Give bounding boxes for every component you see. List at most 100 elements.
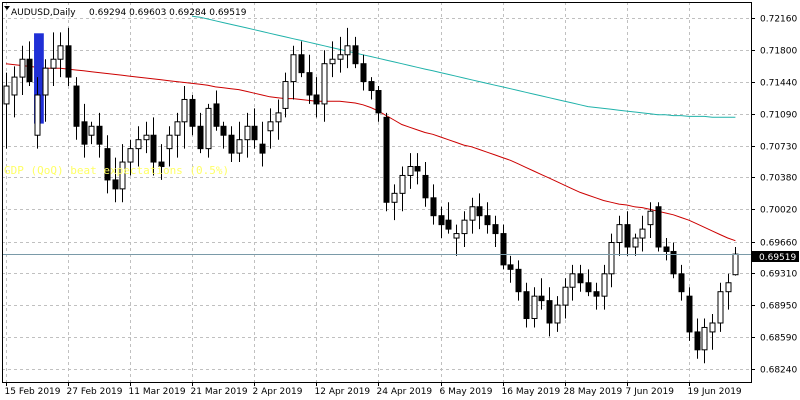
candle-body-bull xyxy=(407,166,414,176)
y-tick-label: 0.71090 xyxy=(760,111,797,121)
ma-slow-line xyxy=(192,15,736,118)
candle xyxy=(461,211,468,247)
candle-body-bull xyxy=(57,45,64,60)
candle-body-bear xyxy=(492,224,499,235)
candle-body-bear xyxy=(251,125,258,141)
candle-body-bear xyxy=(538,295,545,302)
candle xyxy=(709,314,716,350)
plot-frame xyxy=(2,2,752,383)
candle xyxy=(639,215,646,252)
candle xyxy=(438,206,445,239)
candle-body-bull xyxy=(391,192,398,203)
candle-body-bull xyxy=(701,326,708,351)
candle xyxy=(127,139,134,176)
candle xyxy=(135,126,142,167)
candle xyxy=(515,260,522,301)
candle-body-bear xyxy=(507,264,514,270)
candle-body-bear xyxy=(298,54,305,74)
candle xyxy=(34,77,41,149)
candle-body-bull xyxy=(166,134,173,150)
candle xyxy=(143,121,150,154)
candle xyxy=(352,36,359,69)
y-tick-label: 0.68950 xyxy=(760,302,797,312)
y-tick-label: 0.70730 xyxy=(760,143,797,153)
candle xyxy=(275,99,282,140)
candle-body-bear xyxy=(624,224,631,248)
candle xyxy=(593,282,600,310)
candle xyxy=(57,32,64,78)
candle-body-bear xyxy=(112,179,119,190)
candle-body-bear xyxy=(213,103,220,127)
candle xyxy=(244,112,251,158)
moving-averages xyxy=(5,15,736,242)
time-axis[interactable]: 15 Feb 2019 27 Feb 2019 11 Mar 2019 21 Mar … xyxy=(5,382,742,397)
candle-body-bear xyxy=(197,125,204,150)
chart-grid xyxy=(2,2,751,382)
candles xyxy=(3,27,739,364)
candle-body-bear xyxy=(383,116,390,203)
candle xyxy=(492,215,499,247)
y-tick-label: 0.71800 xyxy=(760,47,797,57)
candle-body-bull xyxy=(88,125,95,136)
candle xyxy=(694,318,701,359)
candle-body-bear xyxy=(422,174,429,199)
candle-body-bear xyxy=(26,58,33,83)
candle-body-bull xyxy=(143,134,150,141)
current-price-box: 0.69519 xyxy=(751,251,799,263)
symbol-timeframe-label: AUDUSD,Daily xyxy=(11,8,76,18)
candle-body-bull xyxy=(601,273,608,297)
candle xyxy=(732,246,739,276)
candle xyxy=(73,77,80,140)
candle-body-bull xyxy=(50,58,57,69)
x-tick-label: 6 May 2019 xyxy=(440,387,493,397)
candle xyxy=(205,103,212,158)
candle-body-bear xyxy=(73,85,80,127)
candle-body-bear xyxy=(663,246,670,252)
price-axis[interactable]: 0.72160 0.71800 0.71440 0.71090 0.70730 0.703… xyxy=(751,15,797,376)
candle xyxy=(538,278,545,310)
candle-body-bull xyxy=(19,58,26,78)
candle-body-bull xyxy=(453,233,460,239)
candle xyxy=(624,211,631,256)
candle xyxy=(11,66,18,118)
candle xyxy=(391,184,398,221)
candle xyxy=(663,238,670,261)
candle-body-bear xyxy=(158,161,165,168)
candle-body-bear xyxy=(313,94,320,105)
candle-body-bear xyxy=(220,125,227,136)
candle-body-bull xyxy=(321,63,328,105)
candle-body-bull xyxy=(127,148,134,163)
candle-body-bear xyxy=(438,215,445,226)
candle-body-bull xyxy=(181,98,188,123)
y-tick-label: 0.72160 xyxy=(760,15,797,25)
candle-body-bull xyxy=(205,107,212,150)
candle-body-bear xyxy=(523,291,530,320)
candle xyxy=(220,121,227,149)
candle xyxy=(399,166,406,212)
candle-body-bear xyxy=(368,81,375,92)
candle-body-bear xyxy=(577,273,584,284)
candle-body-bull xyxy=(329,58,336,65)
candle-body-bull xyxy=(709,322,716,333)
candle xyxy=(50,32,57,87)
candle-body-bull xyxy=(732,253,739,276)
candle xyxy=(430,184,437,225)
candle-body-bull xyxy=(236,139,243,154)
candle xyxy=(562,278,569,319)
candle xyxy=(725,273,732,310)
candle xyxy=(717,282,724,332)
candle-body-bull xyxy=(275,112,282,123)
candle xyxy=(213,90,220,131)
candle-body-bull xyxy=(119,161,126,190)
candle xyxy=(531,287,538,328)
candle-body-bull xyxy=(267,121,274,132)
y-tick-label: 0.70020 xyxy=(760,206,797,216)
candle xyxy=(554,296,561,332)
chart-frame xyxy=(2,2,752,383)
y-tick-label: 0.69310 xyxy=(760,270,797,280)
candle-body-bull xyxy=(647,210,654,226)
candle xyxy=(298,41,305,78)
candle-body-bear xyxy=(259,143,266,154)
